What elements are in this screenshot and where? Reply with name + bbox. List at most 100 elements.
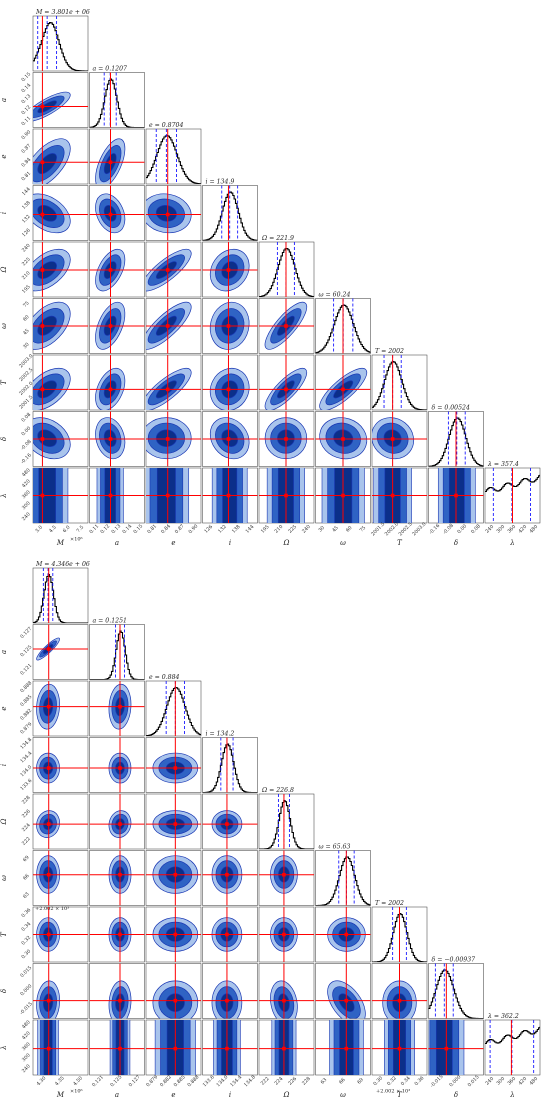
diag-title-T: T = 2002 [375, 348, 404, 355]
histogram-e [146, 687, 201, 736]
truth-marker [173, 822, 178, 826]
truth-marker [390, 437, 395, 441]
truth-marker [173, 766, 178, 770]
hist-panel-a [89, 72, 145, 128]
ytick-label: 225 [21, 257, 32, 268]
diag-title-i: i = 134.2 [206, 731, 235, 738]
truth-marker [225, 1046, 229, 1051]
truth-marker [165, 324, 170, 328]
hist-panel-λ [484, 1019, 541, 1076]
xlabel-i: i [229, 1091, 231, 1099]
ytick-label: 132 [21, 214, 32, 225]
xtick-label: 0.015 [467, 1074, 481, 1088]
ylabel-Ω: Ω [0, 818, 8, 825]
xtick-label: -0.015 [429, 1074, 444, 1089]
ytick-label: 0.888 [19, 680, 33, 694]
diag-title-e: e = 0.884 [149, 674, 180, 681]
truth-marker [173, 1046, 178, 1051]
ytick-label: 300 [21, 1052, 32, 1063]
xtick-label: 0.30 [372, 1075, 384, 1087]
xtick-label: 225 [287, 524, 298, 535]
xtick-label: 4.30 [36, 1075, 48, 1087]
truth-marker [118, 932, 122, 937]
truth-marker [444, 1046, 449, 1051]
contour-panel-a-Ω [89, 241, 145, 298]
panel-frame [89, 624, 145, 680]
truth-marker [226, 493, 231, 498]
xtick-label: 0.32 [386, 1075, 398, 1087]
truth-marker [397, 998, 402, 1003]
ytick-label: 66 [22, 873, 31, 882]
hist-panel-e [145, 128, 202, 185]
ytick-label: 126 [21, 228, 32, 239]
contour-panel-Ω-λ [258, 467, 315, 524]
truth-marker [46, 704, 51, 709]
contour-panel-ω-δ [315, 963, 371, 1019]
truth-marker [284, 493, 288, 498]
xlabel-M: M [56, 1091, 65, 1099]
truth-marker [40, 268, 45, 272]
truth-marker [225, 822, 229, 826]
diag-title-M: M = 4.346e + 06 [35, 561, 90, 568]
xtick-label: 0.34 [400, 1075, 412, 1087]
contour-panel-M-δ [32, 963, 89, 1019]
xlabel-a: a [115, 1091, 119, 1099]
contour-panel-a-i [89, 185, 145, 241]
ytick-label: 360 [21, 1041, 32, 1052]
truth-marker [282, 932, 286, 937]
hist-panel-e [145, 680, 202, 737]
xtick-label: 240 [484, 524, 495, 535]
contour-panel-i-Ω [202, 241, 258, 298]
contour-band-3 [435, 1020, 453, 1075]
ylabel-a: a [0, 98, 8, 102]
contour-panel-M-T [32, 906, 89, 963]
xtick-label: 144 [245, 524, 256, 535]
xlabel-a: a [115, 539, 119, 547]
contour-panel-Ω-T [258, 354, 315, 411]
truth-marker [165, 493, 170, 498]
xtick-label: 0.36 [414, 1075, 426, 1087]
ytick-label: 144 [21, 186, 32, 197]
xtick-label: -0.16 [428, 523, 441, 536]
xtick-label: 0.885 [173, 1074, 187, 1088]
diag-title-Ω: Ω = 226.8 [261, 787, 294, 794]
ylabel-e: e [0, 706, 8, 710]
ytick-label: 222 [21, 836, 32, 847]
ytick-label: 0.30 [20, 949, 32, 961]
ylabel-i: i [0, 764, 8, 766]
truth-marker [344, 932, 349, 937]
truth-marker [46, 1046, 51, 1051]
truth-marker [225, 998, 229, 1003]
ytick-label: 480 [21, 1019, 32, 1030]
ylabel-T: T [0, 931, 8, 937]
contour-panel-M-a [32, 72, 89, 128]
ytick-label: 0.12 [20, 104, 32, 116]
truth-marker [118, 998, 122, 1003]
xlabel-λ: λ [509, 539, 514, 547]
hist-panel-T [371, 906, 428, 963]
xtick-label: 2002.0 [384, 521, 400, 537]
xlabel-ω: ω [340, 1091, 346, 1099]
truth-marker [118, 1046, 122, 1051]
ytick-label: 240 [21, 1063, 32, 1074]
xtick-label: 30 [317, 525, 326, 534]
truth-marker [397, 1046, 402, 1051]
contour-panel-M-Ω [32, 241, 89, 298]
contour-panel-M-ω [32, 298, 89, 354]
truth-marker [46, 822, 51, 826]
panel-frame [371, 354, 428, 411]
ytick-label: 75 [22, 300, 31, 309]
diag-title-Ω: Ω = 221.9 [261, 235, 294, 242]
xtick-label: 4.35 [54, 1075, 66, 1087]
ylabel-a: a [0, 650, 8, 654]
hist-panel-i [202, 737, 258, 793]
xtick-label: 0.14 [121, 523, 133, 535]
truth-marker [118, 766, 122, 770]
xtick-label: 0.121 [91, 1074, 105, 1088]
hist-panel-ω [315, 850, 371, 906]
xtick-label: 69 [356, 1077, 365, 1086]
xtick-label: 0.12 [99, 523, 111, 535]
histogram-i [202, 743, 258, 793]
xtick-label: 7.5 [76, 524, 86, 534]
